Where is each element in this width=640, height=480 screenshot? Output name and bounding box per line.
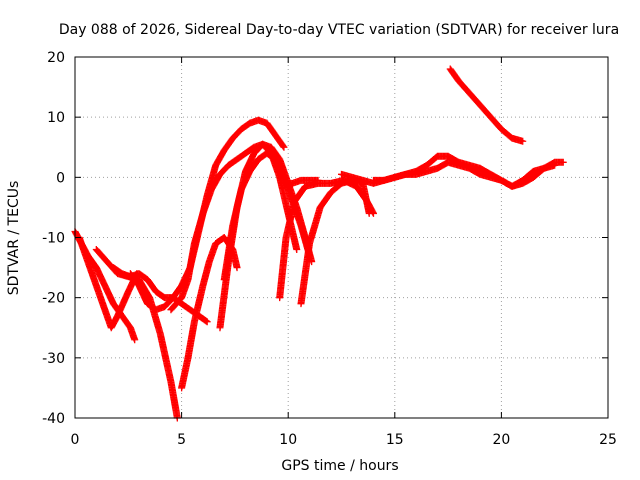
x-tick-label: 20 <box>492 432 510 448</box>
data-point-marker <box>314 176 322 184</box>
x-tick-label: 10 <box>279 432 297 448</box>
series-arc-11 <box>280 176 322 187</box>
series-arc-14 <box>369 158 567 190</box>
y-tick-label: -40 <box>42 411 65 427</box>
data-point-marker <box>519 137 527 145</box>
data-point-marker <box>202 317 210 325</box>
x-axis-label: GPS time / hours <box>281 458 398 474</box>
data-point-marker <box>365 209 373 217</box>
data-point-marker <box>559 158 567 166</box>
series-arc-10 <box>276 176 377 302</box>
data-point-marker <box>203 318 211 326</box>
series-arc-3 <box>92 246 181 422</box>
y-tick-label: -30 <box>42 351 65 367</box>
y-tick-label: 10 <box>47 110 65 126</box>
y-tick-label: 20 <box>47 50 65 66</box>
x-tick-label: 25 <box>599 432 617 448</box>
series-arc-15 <box>446 65 527 145</box>
x-tick-label: 15 <box>386 432 404 448</box>
data-point-marker <box>279 142 287 150</box>
chart-title: Day 088 of 2026, Sidereal Day-to-day VTE… <box>59 22 619 38</box>
data-point-marker <box>131 336 139 344</box>
x-tick-label: 5 <box>177 432 186 448</box>
data-point-marker <box>233 264 241 272</box>
series-arc-12 <box>297 176 373 308</box>
y-axis-label: SDTVAR / TECUs <box>6 181 22 296</box>
x-tick-label: 0 <box>71 432 80 448</box>
y-tick-label: 0 <box>56 170 65 186</box>
y-tick-label: -20 <box>42 291 65 307</box>
series-arc-7 <box>178 234 241 392</box>
axis-ticks <box>74 56 609 419</box>
data-point-marker <box>293 246 301 254</box>
y-tick-labels: -40 -30 -20 -10 0 10 20 <box>42 50 65 427</box>
x-tick-labels: 0 5 10 15 20 25 <box>71 432 617 448</box>
data-points <box>71 65 567 422</box>
y-tick-label: -10 <box>42 231 65 247</box>
data-point-marker <box>280 143 288 151</box>
